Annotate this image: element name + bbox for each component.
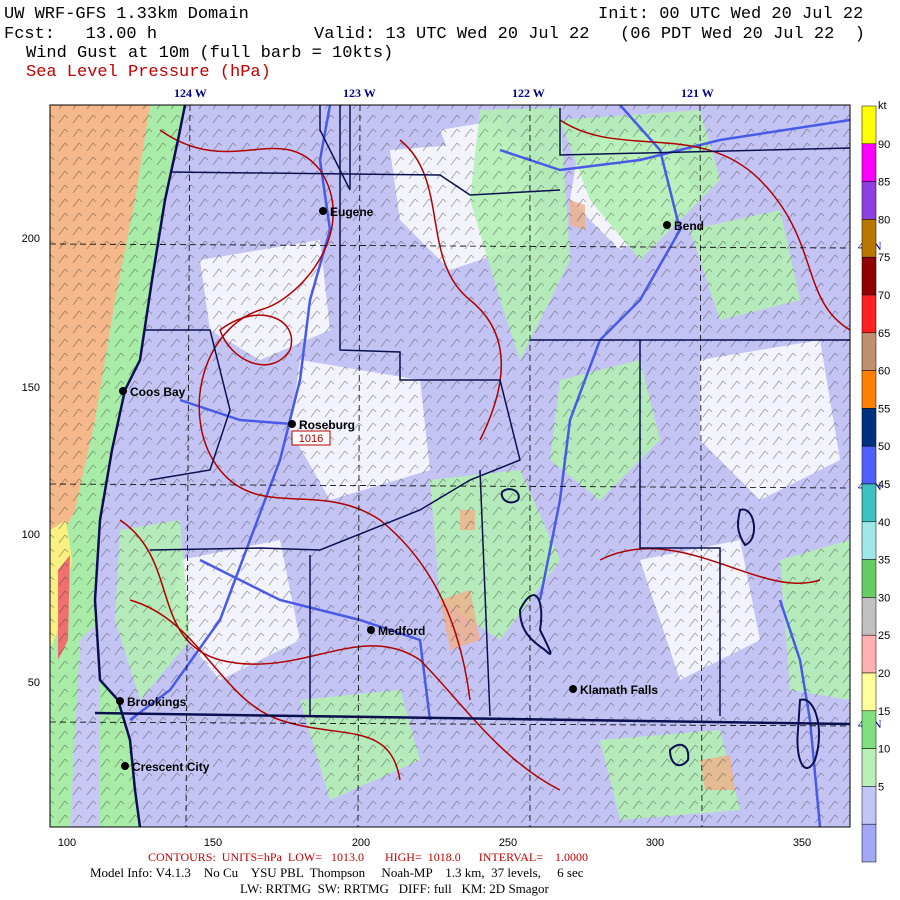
x-tick-label: 150 [204,837,222,849]
city-marker [367,626,375,634]
contour-label: 1016 [299,433,323,445]
y-tick-label: 50 [28,677,40,689]
colorbar-swatch [861,559,877,598]
colorbar-swatch [861,294,877,334]
map-frame [49,104,851,828]
city-marker [116,697,124,705]
colorbar-swatch [861,786,877,825]
longitude-label: 122 W [512,86,545,100]
colorbar-swatch [861,597,877,636]
colorbar-label: 80 [878,214,890,226]
colorbar-label: 40 [878,517,890,529]
state-border [94,711,850,726]
valid-time: Valid: 13 UTC Wed 20 Jul 22 (06 PDT Wed … [314,25,865,44]
colorbar-swatch [861,105,877,145]
title: UW WRF-GFS 1.33km Domain [4,5,249,24]
colorbar-swatch [861,710,877,749]
colorbar-swatch [861,256,877,296]
city-marker [569,685,577,693]
x-ticks: 100 150 200 250 300 350 [58,837,811,849]
pressure-contours [119,119,850,791]
city-label: Coos Bay [130,385,186,399]
colorbar-swatch [861,332,877,371]
city-label: Eugene [330,205,374,219]
coastline [93,105,187,827]
city-label: Bend [674,219,704,233]
x-tick-label: 100 [58,837,76,849]
city-label: Crescent City [132,760,210,774]
x-tick-label: 250 [499,837,517,849]
longitude-label: 124 W [174,86,207,100]
init-time: Init: 00 UTC Wed 20 Jul 22 [598,5,863,24]
colorbar-label: 45 [878,479,890,491]
contour-label-box [291,430,331,446]
colorbar-swatch [861,445,877,485]
colorbar-swatch [861,748,877,787]
colorbar-label: 90 [878,139,890,151]
colorbar-unit: kt [878,100,887,112]
y-tick-label: 100 [22,529,40,541]
colorbar-label: 65 [878,328,890,340]
map-area [50,105,850,827]
county-lines [145,105,850,717]
field-name: Wind Gust at 10m (full barb = 10kts) [26,44,393,63]
city-marker [288,420,296,428]
cities: Eugene Bend Coos Bay Roseburg Medford Br… [116,205,704,774]
graticule [50,105,850,827]
physics-info: LW: RRTMG SW: RRTMG DIFF: full KM: 2D Sm… [240,881,550,896]
city-label: Medford [378,624,425,638]
colorbar-label: 30 [878,592,890,604]
x-tick-label: 300 [646,837,664,849]
colorbar-label: 10 [878,744,890,756]
colorbar-label: 75 [878,252,890,264]
lakes [500,488,821,769]
city-marker [663,221,671,229]
contour-info: CONTOURS: UNITS=hPa LOW= 1013.0 HIGH= 10… [148,850,588,864]
colorbar-swatch [861,634,877,674]
colorbar-label: 5 [878,781,884,793]
y-ticks: 200 150 100 50 [22,233,40,689]
x-tick-label: 350 [793,837,811,849]
colorbar-swatch [861,143,877,182]
colorbar-swatch [861,219,877,258]
colorbar-label: 35 [878,555,890,567]
forecast-hour: Fcst: 13.00 h [4,25,157,44]
colorbar-label: 20 [878,668,890,680]
colorbar-label: 15 [878,706,890,718]
colorbar-label: 85 [878,177,890,189]
longitude-label: 121 W [681,86,714,100]
model-info: Model Info: V4.1.3 No Cu YSU PBL Thompso… [90,865,584,880]
longitude-labels: 124 W 123 W 122 W 121 W [174,86,714,100]
colorbar-swatch [861,408,877,447]
colorbar: kt 90 85 80 75 70 65 60 55 50 45 40 35 30 25 20 15 10 5 [861,100,890,863]
wind-barbs [50,105,850,827]
city-label: Brookings [127,695,187,709]
y-tick-label: 150 [22,382,40,394]
longitude-label: 123 W [343,86,376,100]
y-tick-label: 200 [22,233,40,245]
colorbar-label: 50 [878,441,890,453]
colorbar-label: 55 [878,403,890,415]
city-marker [319,207,327,215]
pressure-field-name: Sea Level Pressure (hPa) [26,63,271,82]
city-label: Roseburg [299,418,355,432]
colorbar-label: 70 [878,290,890,302]
colorbar-label: 60 [878,366,890,378]
colorbar-swatch [861,823,877,863]
city-marker [119,387,127,395]
colorbar-swatch [861,672,877,712]
colorbar-swatch [861,370,877,409]
colorbar-swatch [861,181,877,220]
colorbar-swatch [861,483,877,523]
colorbar-label: 25 [878,630,890,642]
colorbar-swatch [861,521,877,560]
city-marker [121,762,129,770]
city-label: Klamath Falls [580,683,658,697]
x-tick-label: 200 [352,837,370,849]
